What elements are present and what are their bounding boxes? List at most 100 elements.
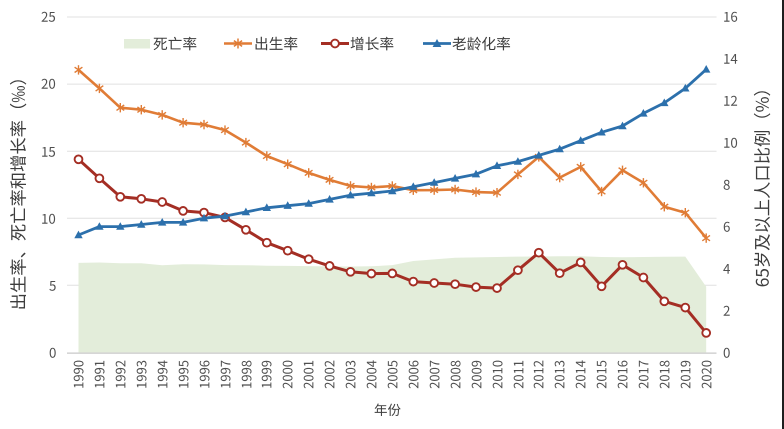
tick-label: [551, 360, 568, 389]
legend-label-death-rate: [153, 34, 197, 53]
tick-label: [614, 360, 631, 389]
tick-label: [723, 344, 730, 361]
growth-rate-marker: [429, 278, 440, 288]
aging-rate-marker: [199, 213, 209, 222]
aging-rate-marker: [450, 174, 460, 182]
tick-label: [41, 210, 56, 227]
aging-rate-marker: [597, 127, 606, 136]
growth-rate-marker: [303, 254, 314, 265]
aging-rate-marker: [241, 207, 251, 216]
tick-label: [41, 75, 56, 92]
growth-rate-marker: [554, 268, 565, 279]
tick-label: [530, 360, 547, 389]
window-edge-line: [782, 0, 784, 429]
y-axis-title-left: [7, 68, 29, 310]
growth-rate-marker: [471, 282, 481, 292]
growth-rate-marker: [366, 268, 377, 279]
aging-rate-marker: [220, 211, 230, 220]
growth-rate-marker: [617, 259, 628, 270]
growth-rate-marker: [282, 245, 293, 256]
aging-rate-marker: [325, 195, 334, 203]
aging-rate-marker: [283, 201, 292, 209]
aging-rate-marker: [534, 151, 543, 159]
aging-rate-line-sample: [423, 33, 451, 59]
legend-label-growth-rate: [350, 34, 394, 53]
growth-rate-marker: [261, 237, 272, 248]
tick-label: [488, 360, 505, 389]
tick-label: [405, 360, 422, 389]
aging-rate-marker: [388, 186, 397, 195]
aging-rate-marker: [158, 218, 167, 226]
tick-label: [70, 360, 87, 389]
growth-rate-marker: [701, 328, 712, 338]
tick-label: [237, 360, 254, 389]
aging-rate-marker: [660, 98, 669, 107]
gridlines: [67, 16, 717, 286]
growth-rate-marker: [533, 247, 544, 258]
legend-label-aging-rate: [452, 34, 511, 53]
aging-rate-marker: [74, 230, 83, 239]
aging-rate-marker: [618, 121, 627, 130]
birth-rate-line: [77, 68, 708, 239]
growth-rate-marker: [659, 296, 670, 307]
growth-rate-marker: [324, 261, 335, 271]
tick-label: [175, 360, 192, 389]
growth-rate-marker: [638, 272, 649, 283]
growth-rate-marker: [345, 266, 356, 277]
tick-label: [723, 218, 730, 235]
growth-rate-marker: [241, 224, 251, 235]
growth-rate-marker: [73, 154, 84, 165]
tick-label: [216, 360, 233, 389]
tick-label: [723, 92, 738, 109]
tick-label: [572, 360, 589, 389]
tick-label: [41, 8, 56, 25]
aging-rate-marker: [116, 222, 125, 230]
tick-label: [258, 360, 275, 389]
aging-rate-marker: [513, 157, 523, 165]
tick-label: [677, 360, 694, 389]
tick-label: [447, 360, 464, 389]
growth-rate-marker: [450, 279, 460, 290]
aging-rate-marker: [681, 83, 690, 92]
aging-rate-series: [74, 65, 711, 239]
legend-label-birth-rate: [254, 34, 298, 53]
aging-rate-marker: [95, 222, 104, 230]
aging-rate-marker: [346, 190, 355, 199]
tick-label: [91, 360, 108, 389]
tick-label: [723, 134, 738, 151]
tick-label: [384, 360, 401, 389]
aging-rate-marker: [367, 188, 376, 197]
tick-label: [279, 360, 296, 389]
aging-rate-marker: [430, 178, 439, 186]
death-rate-area-swatch: [124, 33, 150, 59]
tick-label: [112, 360, 129, 389]
tick-label: [133, 360, 150, 389]
tick-label: [342, 360, 359, 389]
birth-rate-line-sample: [224, 33, 252, 59]
growth-rate-marker: [596, 281, 607, 292]
tick-label: [723, 302, 730, 319]
tick-label: [41, 143, 56, 160]
aging-rate-marker: [576, 136, 585, 144]
growth-rate-marker: [680, 302, 691, 313]
tick-label: [509, 360, 526, 389]
tick-label: [656, 360, 673, 389]
tick-label: [363, 360, 380, 389]
aging-rate-marker: [702, 65, 711, 73]
birth-rate-series: [74, 65, 711, 243]
aging-rate-marker: [178, 218, 188, 226]
tick-label: [426, 360, 443, 389]
growth-rate-marker: [408, 276, 419, 287]
aging-rate-marker: [492, 161, 502, 169]
aging-rate-marker: [409, 182, 418, 190]
aging-rate-line: [77, 68, 708, 237]
tick-label: [723, 50, 738, 67]
death-rate-area: [78, 256, 707, 353]
growth-rate-marker: [387, 268, 398, 279]
tick-label: [723, 8, 738, 25]
growth-rate-series: [73, 154, 712, 338]
tick-label: [154, 360, 171, 389]
growth-rate-marker: [575, 257, 586, 268]
